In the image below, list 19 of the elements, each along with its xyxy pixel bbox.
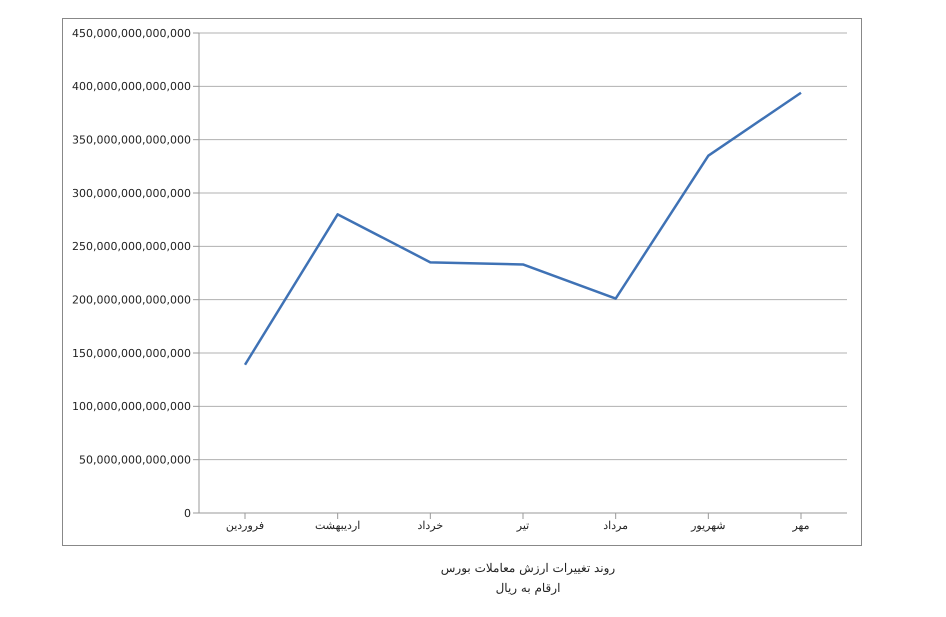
x-tick-label: خرداد	[417, 518, 444, 532]
x-tick-label: اردیبهشت	[314, 518, 360, 532]
x-tick-label: شهریور	[690, 518, 726, 532]
text: ارقام به ریال	[494, 580, 562, 597]
y-tick-label: 150,000,000,000,000	[72, 346, 191, 360]
y-tick-label: 100,000,000,000,000	[72, 400, 191, 414]
x-tick-label: فروردین	[226, 518, 264, 532]
x-tick-label: تیر	[516, 518, 530, 532]
y-tick-label: 400,000,000,000,000	[72, 80, 191, 94]
y-tick-label: 300,000,000,000,000	[72, 186, 191, 200]
text: روند تغییرات ارزش معاملات بورس	[440, 560, 616, 577]
y-tick-label: 250,000,000,000,000	[72, 240, 191, 254]
y-tick-label: 200,000,000,000,000	[72, 294, 191, 307]
y-tick-label: 350,000,000,000,000	[72, 134, 191, 147]
y-tick-label: 450,000,000,000,000	[72, 26, 191, 40]
y-tick-label: 0	[184, 506, 191, 520]
x-tick-label: مهر	[791, 518, 810, 532]
y-tick-label: 50,000,000,000,000	[79, 454, 191, 467]
x-tick-label: مرداد	[603, 518, 628, 532]
